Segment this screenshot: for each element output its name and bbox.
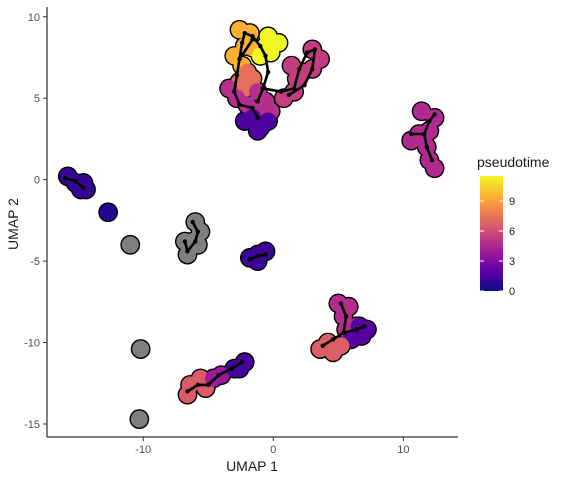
trajectory-line <box>238 38 254 61</box>
cell-point <box>130 410 148 428</box>
y-tick-label: 10 <box>28 12 40 24</box>
cell-point <box>178 246 196 264</box>
trajectory-node <box>195 382 201 388</box>
trajectory-node <box>291 86 297 91</box>
trajectory-node <box>320 343 325 348</box>
x-tick-label: -10 <box>135 444 151 456</box>
trajectory-node <box>258 43 263 49</box>
y-tick-label: -10 <box>24 338 40 350</box>
pseudotime-legend: pseudotime 0 3 6 9 <box>477 154 550 298</box>
trajectory-node <box>229 366 234 371</box>
trajectory-node <box>234 73 240 78</box>
trajectory-node <box>255 115 260 120</box>
trajectory-node <box>338 301 344 306</box>
x-tick-label: 0 <box>270 444 276 456</box>
legend-title: pseudotime <box>477 154 550 170</box>
cell-point <box>249 122 267 140</box>
trajectory-node <box>232 89 237 94</box>
trajectory-node <box>216 372 221 378</box>
trajectory-node <box>206 382 211 388</box>
trajectory-node <box>195 229 201 234</box>
trajectory-node <box>255 254 260 259</box>
trajectory-node <box>427 118 432 124</box>
trajectory-node <box>408 131 414 137</box>
trajectory-node <box>302 82 307 88</box>
trajectory-line <box>233 31 270 120</box>
y-tick-label: 0 <box>34 175 40 187</box>
legend-tick-label: 3 <box>509 256 515 268</box>
cell-point <box>426 159 444 177</box>
trajectory-node <box>81 185 86 190</box>
trajectory-node <box>429 157 435 163</box>
trajectory-node <box>278 89 284 94</box>
x-tick-label: 10 <box>397 444 409 456</box>
legend-tick-label: 0 <box>509 286 515 298</box>
trajectory-node <box>250 37 255 42</box>
cluster-fills <box>59 21 444 428</box>
trajectory-node <box>432 112 437 117</box>
trajectory-node <box>424 144 429 150</box>
trajectory-node <box>265 69 271 75</box>
trajectory-node <box>239 359 245 365</box>
legend-colorbar <box>480 176 503 291</box>
trajectory-node <box>330 337 336 342</box>
y-tick-label: -15 <box>24 419 40 431</box>
trajectory-node <box>297 66 302 72</box>
trajectory-node <box>237 102 242 107</box>
trajectory-node <box>263 53 268 59</box>
trajectory-node <box>312 47 318 52</box>
trajectory-node <box>343 314 349 319</box>
trajectory-node <box>260 86 266 91</box>
trajectory-node <box>185 249 190 254</box>
y-tick-label: 5 <box>34 93 40 105</box>
trajectory-node <box>185 389 190 394</box>
y-axis-ticks: -15 -10 -5 0 5 10 <box>24 12 47 431</box>
trajectory-node <box>237 56 242 62</box>
legend-ticks: 0 3 6 9 <box>480 196 515 298</box>
trajectory-node <box>182 239 188 244</box>
trajectory-node <box>310 66 315 72</box>
axes: -10 0 10 -15 -10 -5 0 5 10 <box>24 7 458 456</box>
trajectory-node <box>193 239 198 244</box>
y-tick-label: -5 <box>30 256 40 268</box>
trajectory-node <box>286 92 292 98</box>
cell-point <box>178 386 196 404</box>
legend-tick-label: 9 <box>509 196 515 208</box>
trajectory-node <box>341 330 346 335</box>
trajectory-node <box>250 34 255 39</box>
trajectory-line <box>409 113 436 136</box>
trajectory-node <box>354 327 359 332</box>
cell-point <box>230 360 248 378</box>
x-axis-title: UMAP 1 <box>226 458 278 474</box>
x-axis-ticks: -10 0 10 <box>135 437 409 456</box>
cell-point <box>236 112 254 130</box>
cell-point <box>72 180 90 198</box>
cell-point <box>132 340 150 358</box>
trajectory-node <box>247 257 253 262</box>
cluster-layer <box>57 19 445 429</box>
cell-point <box>402 132 420 150</box>
trajectory-node <box>190 219 195 225</box>
trajectory-node <box>63 175 68 181</box>
cell-point <box>270 34 288 52</box>
trajectory-node <box>73 179 78 184</box>
trajectory-node <box>304 50 310 55</box>
cell-point <box>332 337 350 355</box>
trajectory-node <box>421 131 427 137</box>
cell-point <box>413 102 431 120</box>
trajectory-node <box>242 30 247 36</box>
cell-point <box>121 236 139 254</box>
y-axis-title: UMAP 2 <box>5 198 21 250</box>
trajectory-node <box>263 252 268 257</box>
trajectory-node <box>255 99 260 104</box>
trajectory-node <box>239 40 245 46</box>
cell-point <box>99 203 117 221</box>
trajectory-node <box>250 105 255 111</box>
trajectory-node <box>362 324 367 329</box>
trajectory-layer <box>63 30 437 394</box>
legend-tick-label: 6 <box>509 226 515 238</box>
